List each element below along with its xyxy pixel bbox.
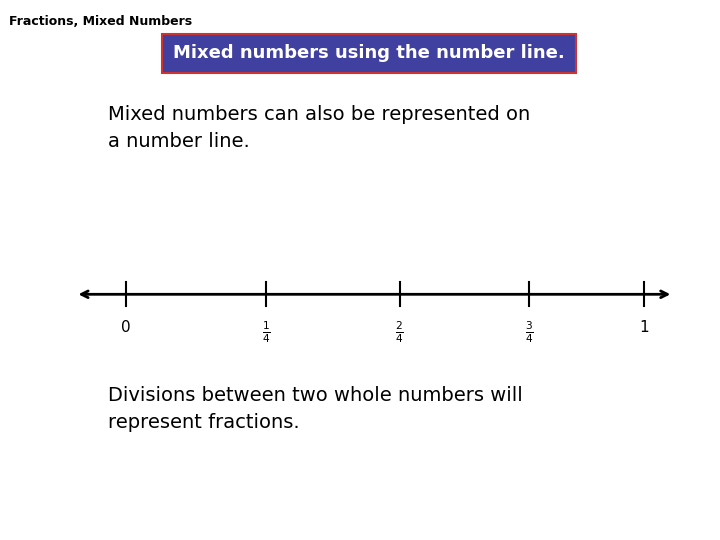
Text: $\frac{3}{4}$: $\frac{3}{4}$ (525, 320, 534, 345)
FancyBboxPatch shape (162, 34, 576, 73)
Text: 0: 0 (121, 320, 131, 335)
Text: Divisions between two whole numbers will
represent fractions.: Divisions between two whole numbers will… (108, 386, 523, 431)
Text: $\frac{2}{4}$: $\frac{2}{4}$ (395, 320, 404, 345)
Text: $\frac{1}{4}$: $\frac{1}{4}$ (262, 320, 271, 345)
Text: 1: 1 (639, 320, 649, 335)
Text: Mixed numbers can also be represented on
a number line.: Mixed numbers can also be represented on… (108, 105, 530, 151)
Text: Fractions, Mixed Numbers: Fractions, Mixed Numbers (9, 15, 192, 28)
Text: Mixed numbers using the number line.: Mixed numbers using the number line. (173, 44, 565, 63)
